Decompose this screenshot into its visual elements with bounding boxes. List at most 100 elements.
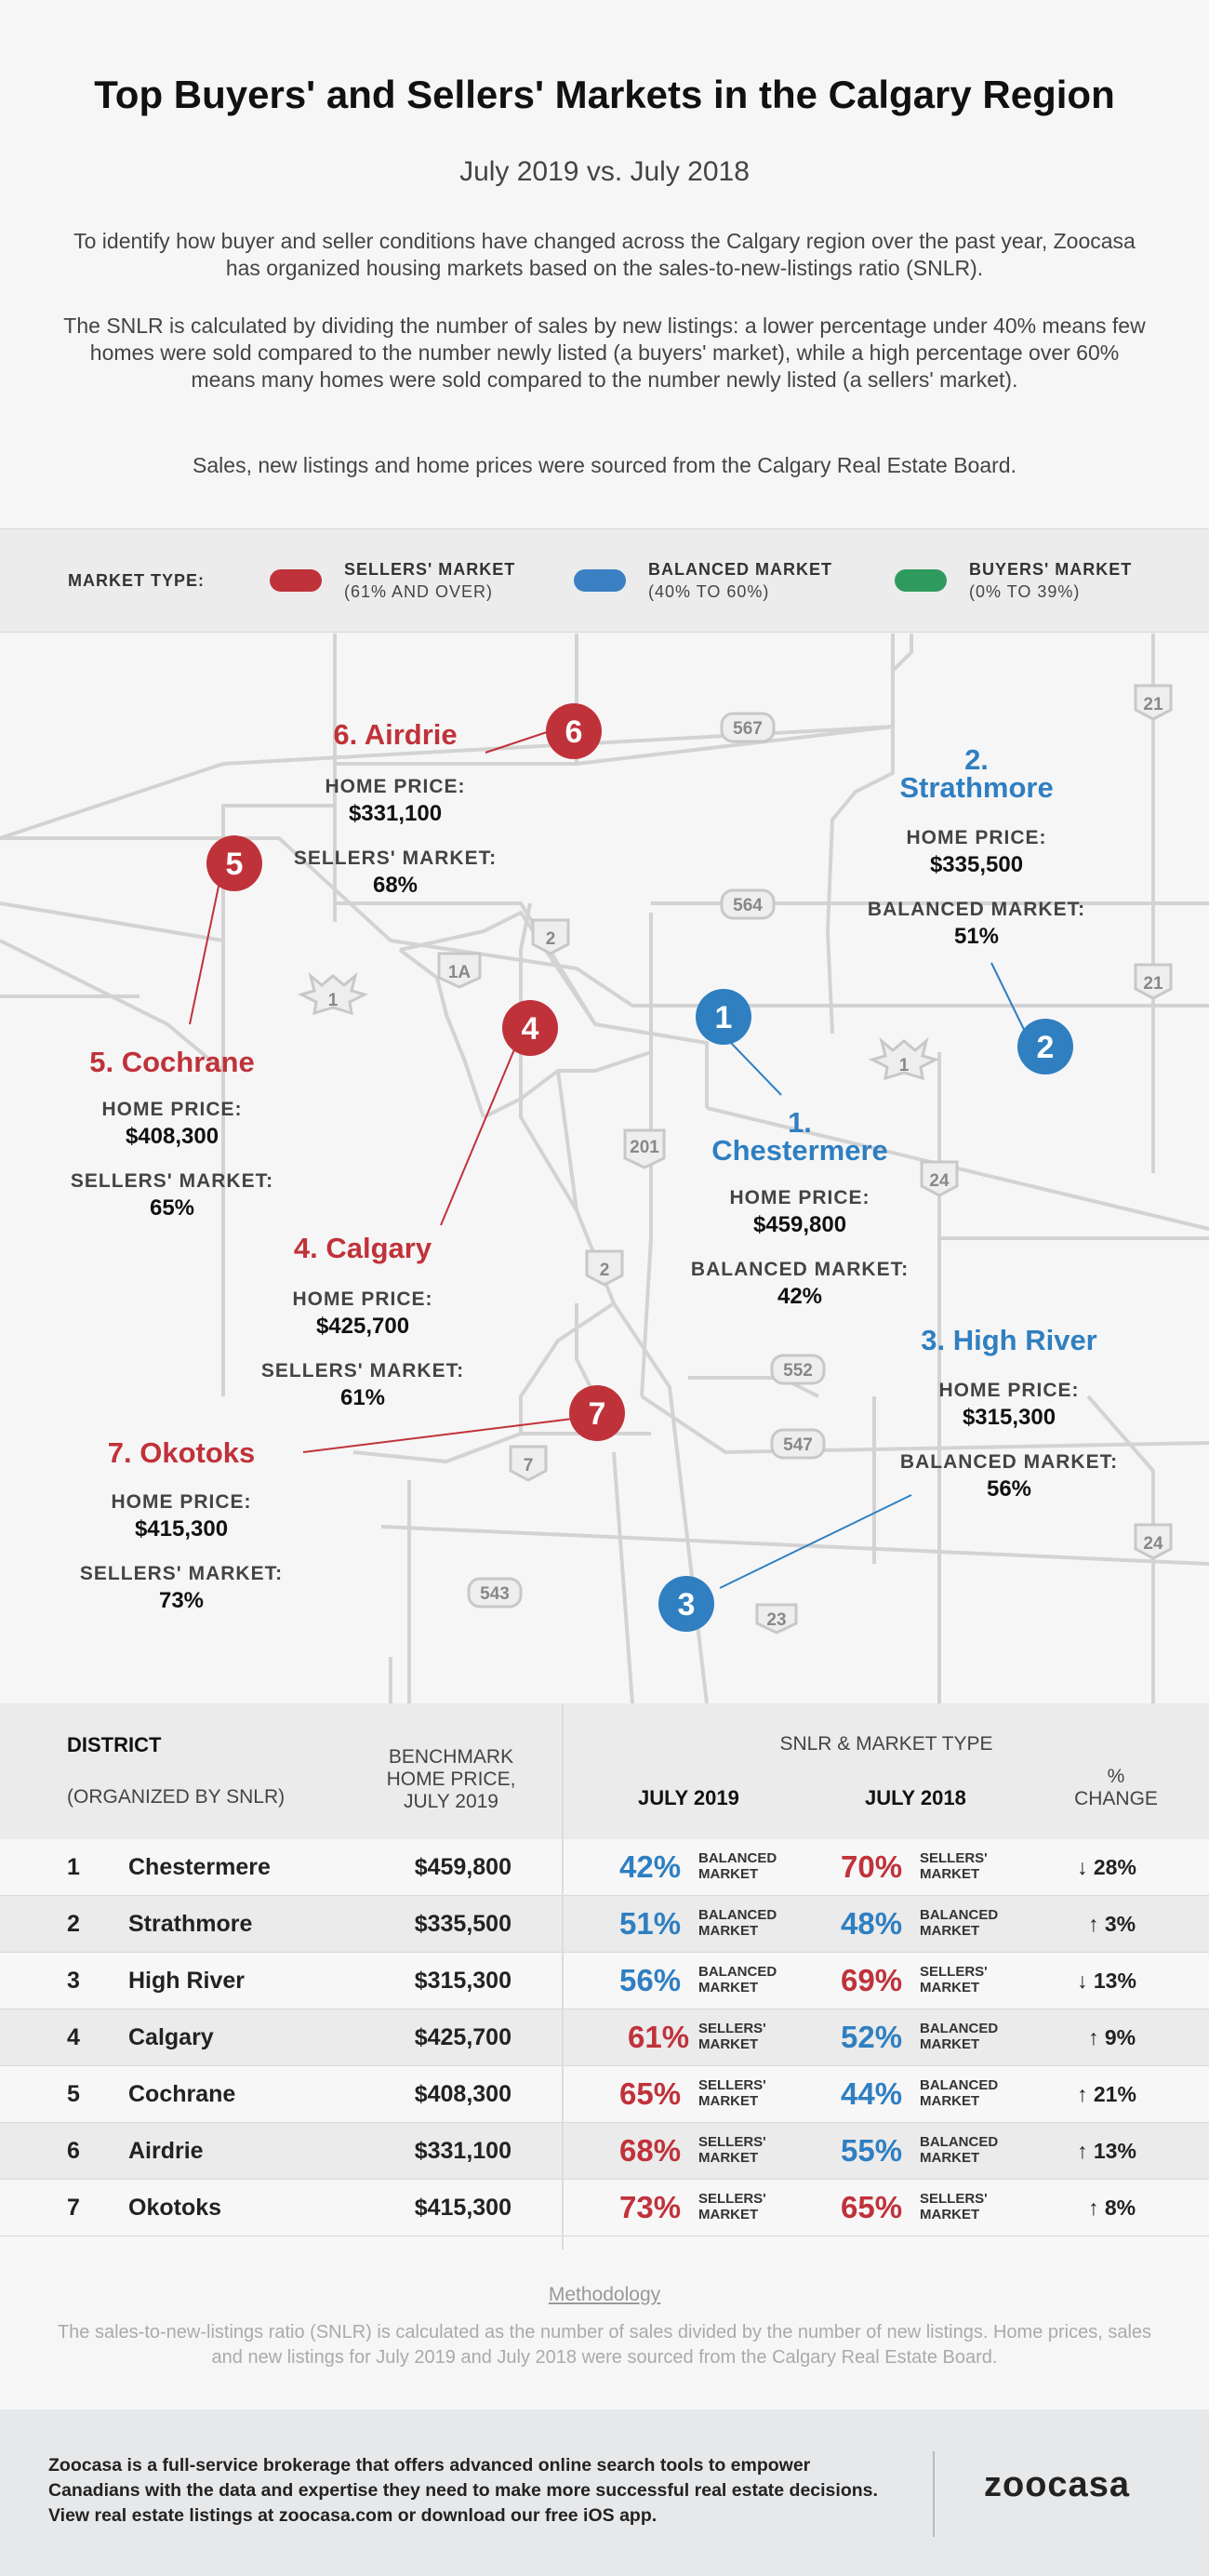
row-market-2018: SELLERS' MARKET — [920, 1964, 988, 1995]
row-district: Strathmore — [128, 1911, 253, 1937]
row-divider — [0, 1952, 1209, 1953]
trans-canada-shield — [868, 1036, 940, 1081]
table-row: 3 High River $315,300 56% BALANCED MARKET… — [0, 1953, 1209, 2009]
benchmark-header-1: BENCHMARK — [388, 1746, 514, 1768]
legend-range: (0% TO 39%) — [969, 582, 1081, 601]
legend-range: (40% TO 60%) — [648, 582, 770, 601]
marker-cochrane — [206, 835, 262, 891]
highway-shield — [1134, 963, 1173, 1000]
city-rank-chestermere: 1. — [788, 1106, 812, 1139]
highway-shield — [1134, 684, 1173, 721]
marker-calgary — [502, 1000, 558, 1056]
city-rank-strathmore: 2. — [964, 743, 989, 776]
city-name-cochrane: 5. Cochrane — [89, 1046, 255, 1078]
city-name-chestermere: Chestermere — [711, 1134, 888, 1167]
row-change: ↓ 28% — [1077, 1855, 1136, 1879]
district-header: DISTRICT — [67, 1733, 162, 1756]
row-rank: 6 — [67, 2138, 80, 2164]
row-price: $335,500 — [414, 1911, 512, 1937]
home-price-label: HOME PRICE: — [906, 827, 1047, 848]
highway-shield — [720, 712, 776, 743]
highway-shield — [920, 1160, 959, 1197]
july-2018-header: JULY 2018 — [865, 1786, 966, 1809]
benchmark-header-3: JULY 2019 — [404, 1791, 498, 1812]
row-change: ↑ 9% — [1088, 2025, 1136, 2049]
row-rank: 7 — [67, 2195, 80, 2221]
row-change: ↑ 13% — [1077, 2139, 1136, 2163]
row-change: ↑ 21% — [1077, 2082, 1136, 2106]
row-divider — [0, 2122, 1209, 2123]
home-price-value: $331,100 — [348, 801, 443, 826]
arrow-up-icon: ↑ — [1077, 2082, 1088, 2106]
highway-shield — [531, 918, 570, 955]
arrow-up-icon: ↑ — [1088, 2196, 1099, 2220]
table-row: 4 Calgary $425,700 61% SELLERS' MARKET 52… — [0, 2009, 1209, 2065]
highway-shield — [623, 1128, 666, 1169]
row-market-2018: SELLERS' MARKET — [920, 1850, 988, 1882]
snlr-value: 42% — [777, 1284, 823, 1309]
row-change: ↑ 8% — [1088, 2196, 1136, 2220]
home-price-value: $425,700 — [315, 1314, 410, 1339]
highway-shield-label: 552 — [783, 1361, 813, 1381]
marker-label: 1 — [715, 1000, 733, 1035]
leader-line-high-river — [719, 1494, 912, 1589]
marker-label: 3 — [678, 1587, 696, 1622]
row-market-2019: BALANCED MARKET — [698, 1850, 777, 1882]
row-market-2018: BALANCED MARKET — [920, 2021, 999, 2052]
trans-canada-shield — [297, 971, 369, 1016]
arrow-down-icon: ↓ — [1077, 1969, 1088, 1993]
legend-range: (61% AND OVER) — [344, 582, 494, 601]
row-divider — [0, 2179, 1209, 2180]
arrow-up-icon: ↑ — [1077, 2139, 1088, 2163]
market-type-label: SELLERS' MARKET: — [70, 1170, 274, 1192]
row-change: ↑ 3% — [1088, 1912, 1136, 1936]
page-subtitle: July 2019 vs. July 2018 — [459, 156, 750, 187]
marker-chestermere — [696, 989, 751, 1045]
row-price: $415,300 — [414, 2195, 512, 2221]
market-type-legend: MARKET TYPE: SELLERS' MARKET (61% AND OV… — [0, 528, 1209, 633]
home-price-value: $415,300 — [134, 1516, 229, 1542]
snlr-table: DISTRICT (ORGANIZED BY SNLR) BENCHMARK H… — [0, 1703, 1209, 2249]
row-snlr-2018: 69% — [841, 1963, 903, 1997]
home-price-value: $335,500 — [929, 852, 1024, 877]
highway-shield — [467, 1577, 523, 1608]
highway-shield-label: 24 — [1143, 1534, 1163, 1554]
balanced-swatch — [574, 569, 626, 592]
table-row: 7 Okotoks $415,300 73% SELLERS' MARKET 65… — [0, 2180, 1209, 2236]
row-snlr-2019: 56% — [619, 1963, 682, 1997]
row-snlr-2019: 68% — [619, 2133, 682, 2168]
row-snlr-2018: 48% — [841, 1906, 903, 1941]
highway-shield-label: 201 — [630, 1138, 659, 1157]
table-row: 1 Chestermere $459,800 42% BALANCED MARKE… — [0, 1839, 1209, 1895]
snlr-explanation: The SNLR is calculated by dividing the n… — [63, 314, 1146, 392]
highway-shield-label: 23 — [766, 1610, 786, 1630]
marker-label: 6 — [565, 714, 583, 750]
home-price-value: $315,300 — [962, 1405, 1056, 1430]
zoocasa-logo: zoocasa — [984, 2465, 1130, 2504]
row-price: $408,300 — [414, 2081, 512, 2107]
home-price-label: HOME PRICE: — [938, 1380, 1080, 1401]
highway-shield — [509, 1445, 548, 1482]
footer: Zoocasa is a full-service brokerage that… — [0, 2409, 1209, 2576]
methodology-text: The sales-to-new-listings ratio (SNLR) i… — [57, 2322, 1152, 2368]
table-row: 2 Strathmore $335,500 51% BALANCED MARKET… — [0, 1896, 1209, 1952]
row-snlr-2019: 42% — [619, 1849, 682, 1884]
july-2019-header: JULY 2019 — [638, 1786, 739, 1809]
snlr-value: 56% — [986, 1476, 1032, 1502]
column-divider — [562, 1703, 564, 2249]
table-header: DISTRICT (ORGANIZED BY SNLR) BENCHMARK H… — [0, 1703, 1209, 1839]
legend-label: BUYERS' MARKET — [969, 560, 1133, 579]
highway-shield-label: 7 — [524, 1456, 534, 1475]
highway-shield-label: 21 — [1143, 974, 1163, 994]
row-rank: 2 — [67, 1911, 80, 1937]
snlr-value: 65% — [149, 1195, 195, 1221]
arrow-up-icon: ↑ — [1088, 1912, 1099, 1936]
arrow-up-icon: ↑ — [1088, 2025, 1099, 2049]
row-divider — [0, 1895, 1209, 1896]
buyers-swatch — [895, 569, 947, 592]
intro-paragraph: To identify how buyer and seller conditi… — [73, 229, 1136, 280]
highway-shield-label: 1 — [899, 1056, 910, 1075]
highway-shield — [585, 1249, 624, 1287]
highway-shield-label: 567 — [733, 719, 763, 739]
market-type-label: BALANCED MARKET: — [867, 899, 1086, 920]
